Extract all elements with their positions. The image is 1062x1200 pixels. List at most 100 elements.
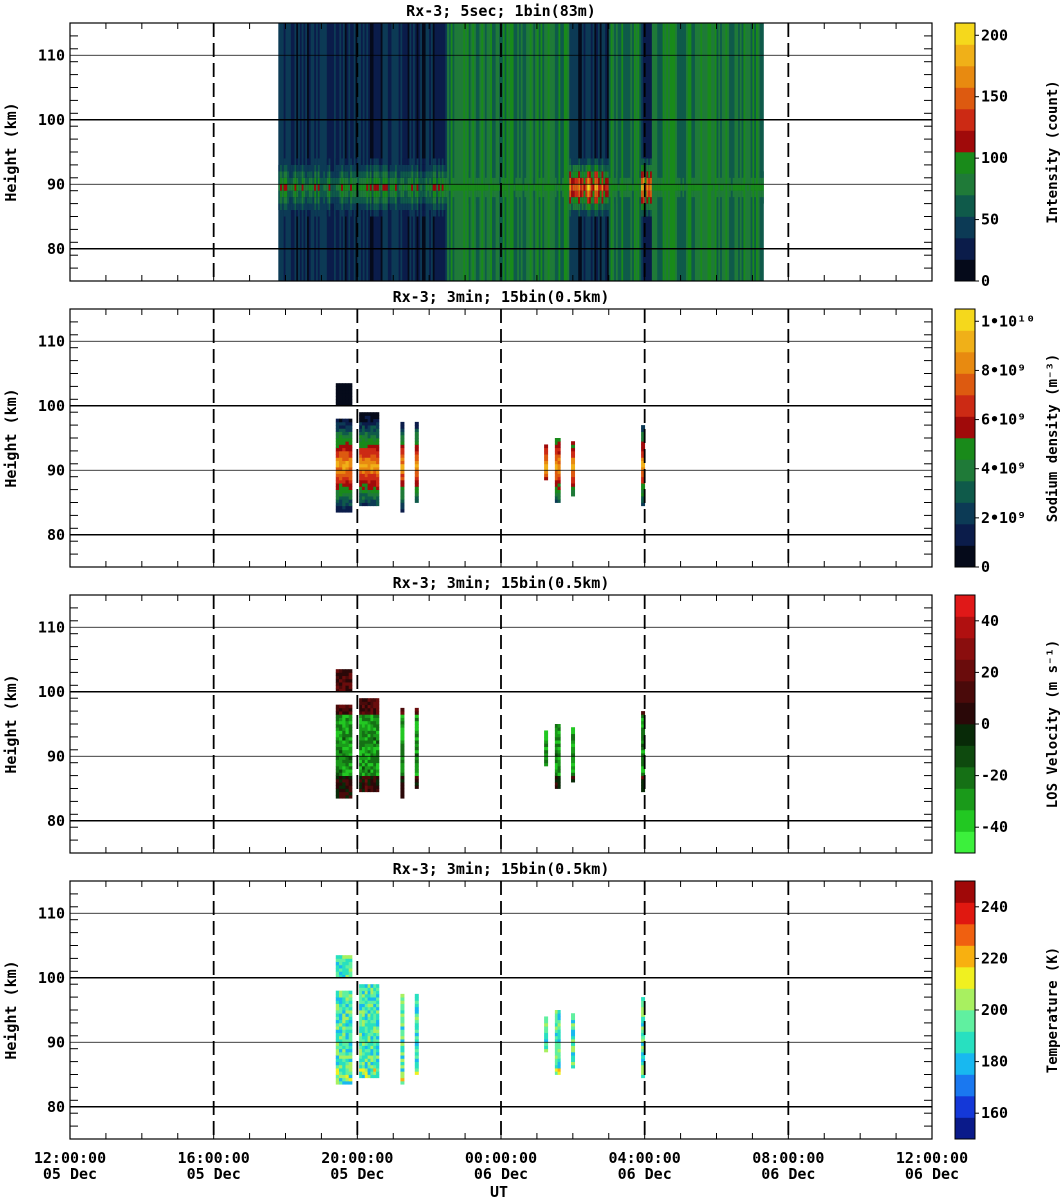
- intensity-column: [581, 23, 585, 281]
- layer-cell: [409, 177, 412, 185]
- layer-cell: [684, 184, 687, 191]
- data-cell: [345, 791, 350, 796]
- data-cell: [348, 791, 353, 796]
- data-cell: [339, 1074, 343, 1079]
- data-cell: [370, 749, 374, 754]
- data-cell: [554, 762, 558, 767]
- data-cell: [641, 753, 646, 757]
- layer-cell: [441, 177, 445, 185]
- layer-cell: [366, 171, 369, 178]
- data-cell: [557, 1010, 561, 1014]
- y-tick-label: 100: [38, 683, 65, 701]
- layer-cell: [475, 190, 479, 198]
- layer-cell: [285, 197, 288, 204]
- data-cell: [364, 707, 368, 712]
- layer-cell: [596, 171, 599, 178]
- data-cell: [339, 990, 343, 995]
- data-cell: [359, 778, 363, 783]
- layer-cell: [298, 171, 301, 178]
- data-cell: [414, 447, 419, 452]
- layer-cell: [432, 158, 436, 165]
- layer-cell: [603, 164, 606, 172]
- data-cell: [400, 470, 405, 474]
- layer-cell: [544, 190, 547, 198]
- data-cell: [571, 1051, 576, 1056]
- data-cell: [345, 508, 350, 513]
- layer-cell: [524, 197, 527, 204]
- data-cell: [342, 496, 346, 500]
- layer-cell: [384, 171, 387, 178]
- layer-cell: [414, 197, 418, 204]
- layer-cell: [380, 164, 384, 172]
- layer-cell: [346, 171, 349, 178]
- layer-cell: [542, 184, 545, 191]
- data-cell: [373, 762, 377, 767]
- layer-cell: [452, 197, 455, 204]
- data-cell: [364, 457, 368, 461]
- layer-cell: [606, 197, 610, 204]
- layer-cell: [335, 164, 339, 172]
- data-cell: [554, 489, 558, 494]
- layer-cell: [475, 177, 479, 185]
- layer-cell: [716, 177, 719, 185]
- data-cell: [361, 1055, 366, 1059]
- layer-cell: [407, 203, 411, 211]
- layer-cell: [468, 177, 472, 185]
- data-cell: [335, 1055, 340, 1059]
- layer-cell: [339, 171, 342, 178]
- data-cell: [554, 1061, 558, 1066]
- data-cell: [339, 672, 343, 677]
- data-cell: [339, 778, 343, 783]
- layer-cell: [414, 164, 418, 172]
- panel-title: Rx-3; 5sec; 1bin(83m): [406, 2, 596, 20]
- data-cell: [641, 746, 646, 751]
- intensity-column: [757, 23, 761, 281]
- data-cell: [364, 483, 368, 487]
- data-cell: [376, 997, 380, 1001]
- y-axis-label: Height (km): [2, 102, 20, 201]
- layer-cell: [402, 197, 405, 204]
- layer-cell: [556, 197, 560, 204]
- layer-cell: [615, 184, 619, 191]
- layer-cell: [380, 197, 384, 204]
- data-cell: [367, 701, 371, 706]
- layer-cell: [682, 197, 685, 204]
- data-cell: [339, 749, 343, 754]
- data-cell: [342, 762, 346, 767]
- layer-cell: [693, 184, 696, 191]
- layer-cell: [680, 177, 683, 185]
- layer-cell: [664, 184, 667, 191]
- layer-cell: [646, 171, 649, 178]
- layer-cell: [292, 210, 296, 217]
- data-cell: [361, 457, 366, 461]
- data-cell: [364, 418, 368, 423]
- data-cell: [641, 463, 646, 468]
- layer-cell: [280, 171, 283, 178]
- layer-cell: [580, 171, 583, 178]
- layer-cell: [366, 190, 369, 198]
- data-cell: [641, 460, 646, 465]
- data-cell: [359, 496, 363, 500]
- data-cell: [342, 727, 346, 731]
- intensity-column: [673, 23, 676, 281]
- data-cell: [367, 733, 371, 738]
- layer-cell: [371, 203, 375, 211]
- data-cell: [364, 772, 368, 776]
- layer-cell: [730, 190, 734, 198]
- data-cell: [342, 1032, 346, 1037]
- x-tick-label-time: 16:00:00: [178, 1149, 250, 1167]
- layer-cell: [659, 171, 662, 178]
- data-cell: [359, 460, 363, 465]
- layer-cell: [623, 190, 626, 198]
- data-cell: [359, 1055, 363, 1059]
- data-cell: [414, 1000, 419, 1004]
- intensity-column: [364, 23, 367, 281]
- data-cell: [554, 447, 558, 452]
- layer-cell: [441, 158, 445, 165]
- intensity-column: [536, 23, 540, 281]
- layer-cell: [341, 190, 344, 198]
- data-cell: [370, 1064, 374, 1069]
- layer-cell: [571, 177, 574, 185]
- data-cell: [345, 505, 350, 510]
